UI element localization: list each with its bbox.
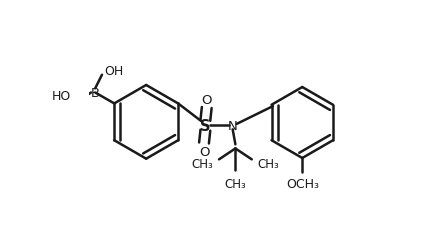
Text: HO: HO <box>51 89 71 102</box>
Text: B: B <box>90 87 100 100</box>
Text: O: O <box>201 93 212 106</box>
Text: CH₃: CH₃ <box>257 157 279 170</box>
Text: OH: OH <box>105 65 124 78</box>
Text: OCH₃: OCH₃ <box>286 177 319 190</box>
Text: S: S <box>200 118 211 133</box>
Text: CH₃: CH₃ <box>192 157 214 170</box>
Text: CH₃: CH₃ <box>225 177 246 190</box>
Text: O: O <box>199 145 209 158</box>
Text: N: N <box>228 119 238 132</box>
